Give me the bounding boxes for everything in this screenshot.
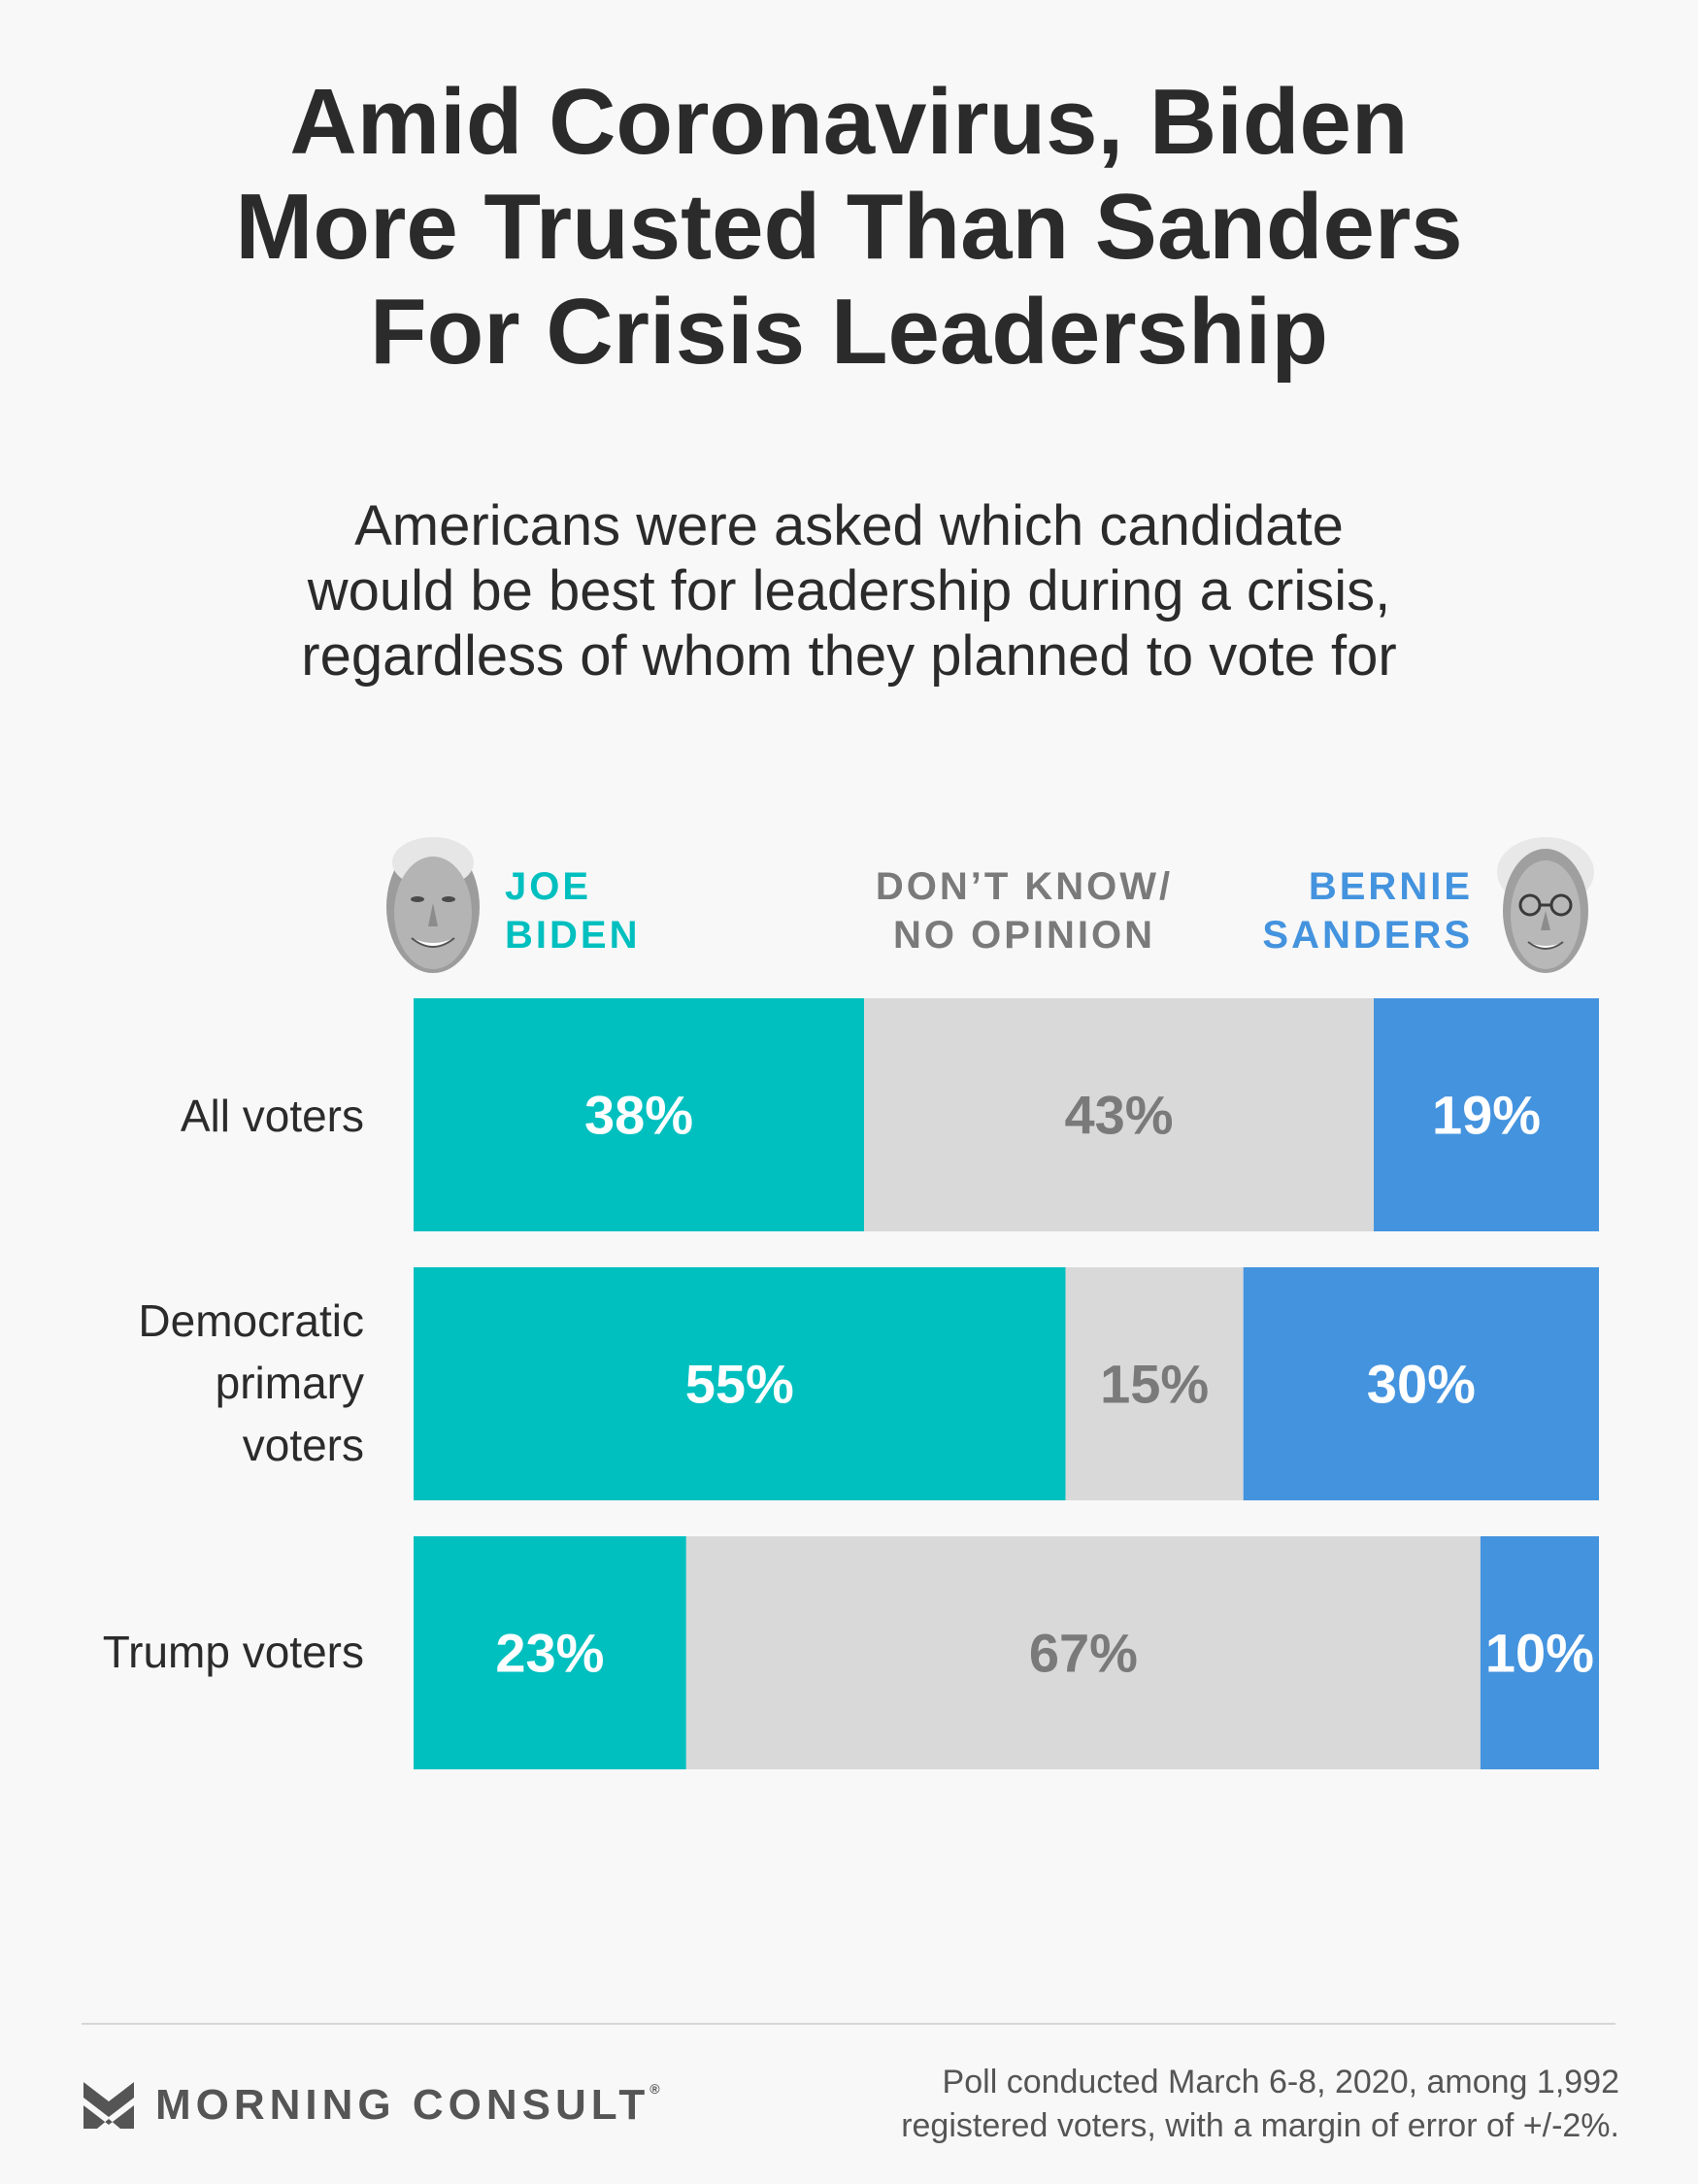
row-label-all-voters: All voters xyxy=(181,1085,364,1147)
bar-dont-know-row-3 xyxy=(685,1536,1481,1769)
data-label-biden-row-3: 23% xyxy=(495,1623,604,1684)
row-label-line: Trump voters xyxy=(102,1627,364,1677)
footer-divider xyxy=(82,2023,1615,2025)
bar-dont-know-row-1 xyxy=(863,998,1375,1231)
title-line: Amid Coronavirus, Biden xyxy=(289,70,1409,174)
legend-dont-know-line: NO OPINION xyxy=(892,914,1156,957)
subtitle-line: Americans were asked which candidate xyxy=(354,494,1344,557)
legend-dont-know-line: DON’T KNOW/ xyxy=(875,865,1174,908)
morning-consult-logo-icon xyxy=(83,2082,134,2129)
legend-biden-line: BIDEN xyxy=(505,914,641,957)
row-label-trump-voters: Trump voters xyxy=(103,1621,364,1683)
legend-sanders: BERNIE SANDERS xyxy=(1262,862,1473,959)
data-label-dont-know-row-3: 67% xyxy=(1029,1623,1138,1684)
data-label-biden-row-2: 55% xyxy=(685,1354,794,1415)
data-label-sanders-row-2: 30% xyxy=(1367,1354,1476,1415)
chart-title: Amid Coronavirus, Biden More Trusted Tha… xyxy=(0,70,1698,385)
title-line: For Crisis Leadership xyxy=(370,280,1328,384)
registered-mark: ® xyxy=(649,2081,665,2097)
legend-biden: JOE BIDEN xyxy=(505,862,640,959)
legend-dont-know: DON’T KNOW/ NO OPINION xyxy=(830,862,1218,959)
row-label-line: Democratic xyxy=(138,1295,364,1346)
data-label-sanders-row-1: 19% xyxy=(1432,1085,1541,1146)
source-line: registered voters, with a margin of erro… xyxy=(901,2107,1619,2144)
legend-biden-line: JOE xyxy=(505,865,592,908)
joe-biden-portrait-icon xyxy=(386,837,480,973)
bar-sanders-row-2 xyxy=(1243,1267,1599,1500)
row-label-line: All voters xyxy=(180,1091,364,1141)
bar-biden-row-1 xyxy=(414,998,864,1231)
bernie-sanders-portrait-icon xyxy=(1497,837,1594,973)
subtitle-line: regardless of whom they planned to vote … xyxy=(301,624,1397,688)
chart-subtitle: Americans were asked which candidate wou… xyxy=(0,493,1698,689)
source-note: Poll conducted March 6-8, 2020, among 1,… xyxy=(901,2061,1619,2148)
bar-sanders-row-1 xyxy=(1374,998,1599,1231)
brand-name-text: MORNING CONSULT xyxy=(155,2081,650,2129)
row-label-line: voters xyxy=(242,1420,364,1470)
data-label-dont-know-row-1: 43% xyxy=(1064,1085,1173,1146)
bar-dont-know-row-2 xyxy=(1065,1267,1244,1500)
brand-name: MORNING CONSULT® xyxy=(155,2081,665,2130)
row-label-democratic-primary-voters: Democratic primary voters xyxy=(138,1290,364,1476)
data-label-dont-know-row-2: 15% xyxy=(1100,1354,1209,1415)
title-line: More Trusted Than Sanders xyxy=(235,175,1463,279)
bar-biden-row-2 xyxy=(414,1267,1066,1500)
row-label-line: primary xyxy=(215,1358,364,1408)
legend-sanders-line: BERNIE xyxy=(1308,865,1473,908)
bar-sanders-row-3 xyxy=(1480,1536,1599,1769)
legend-sanders-line: SANDERS xyxy=(1262,914,1473,957)
subtitle-line: would be best for leadership during a cr… xyxy=(307,559,1391,622)
data-label-biden-row-1: 38% xyxy=(584,1085,693,1146)
source-line: Poll conducted March 6-8, 2020, among 1,… xyxy=(942,2064,1619,2100)
brand: MORNING CONSULT® xyxy=(83,2081,665,2130)
bar-biden-row-3 xyxy=(414,1536,686,1769)
data-label-sanders-row-3: 10% xyxy=(1485,1623,1594,1684)
